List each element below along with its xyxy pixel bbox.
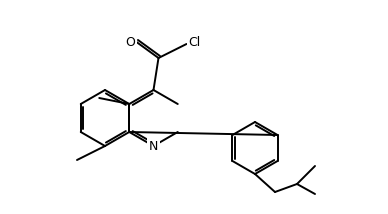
Text: Cl: Cl [188,36,201,49]
Text: N: N [149,140,158,153]
Text: O: O [126,36,135,49]
